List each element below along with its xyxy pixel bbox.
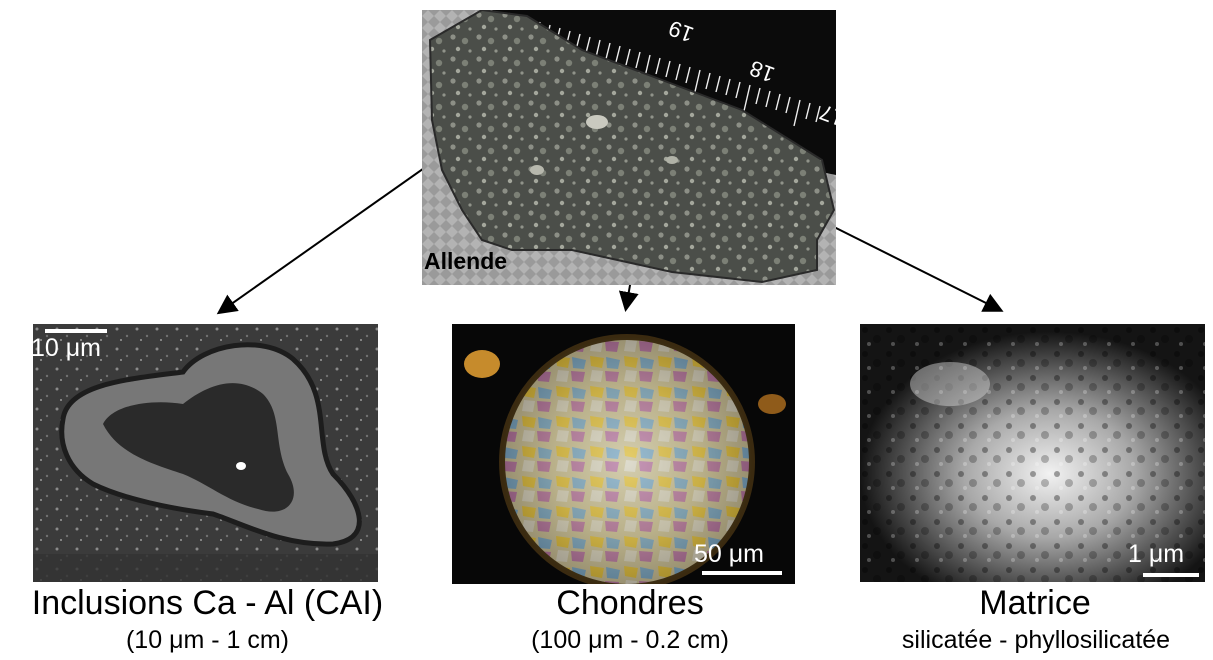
cai-illustration (33, 324, 378, 582)
matrix-illustration (860, 324, 1205, 582)
chondrule-caption-range: (100 μm - 0.2 cm) (531, 626, 729, 654)
chondrule-scale-bar (702, 571, 782, 575)
chondrule-caption-title: Chondres (556, 584, 704, 622)
sample-label: Allende (424, 248, 508, 274)
chondrule-illustration (452, 324, 795, 584)
meteorite-slab (428, 10, 836, 284)
matrix-caption-title: Matrice (979, 584, 1091, 622)
allende-meteorite-photo: Allende 19 18 17 (422, 10, 836, 285)
cai-scale-label: 10 μm (33, 334, 101, 362)
matrix-scale-label: 1 μm (1128, 540, 1185, 568)
matrix-micrograph: 1 μm (860, 324, 1205, 582)
chondrule-micrograph: 50 μm (452, 324, 795, 584)
cai-inner-core (103, 383, 294, 512)
cai-scale-bar (45, 329, 107, 333)
chondrule-scale-label: 50 μm (694, 540, 764, 568)
matrix-caption-subtitle: silicatée - phyllosilicatée (901, 626, 1171, 654)
cai-micrograph: 10 μm (33, 324, 378, 582)
meteorite-illustration (422, 10, 836, 285)
matrix-scale-bar (1143, 573, 1199, 577)
cai-caption-title: Inclusions Ca - Al (CAI) (31, 584, 384, 622)
cai-caption-range: (10 μm - 1 cm) (125, 626, 290, 654)
